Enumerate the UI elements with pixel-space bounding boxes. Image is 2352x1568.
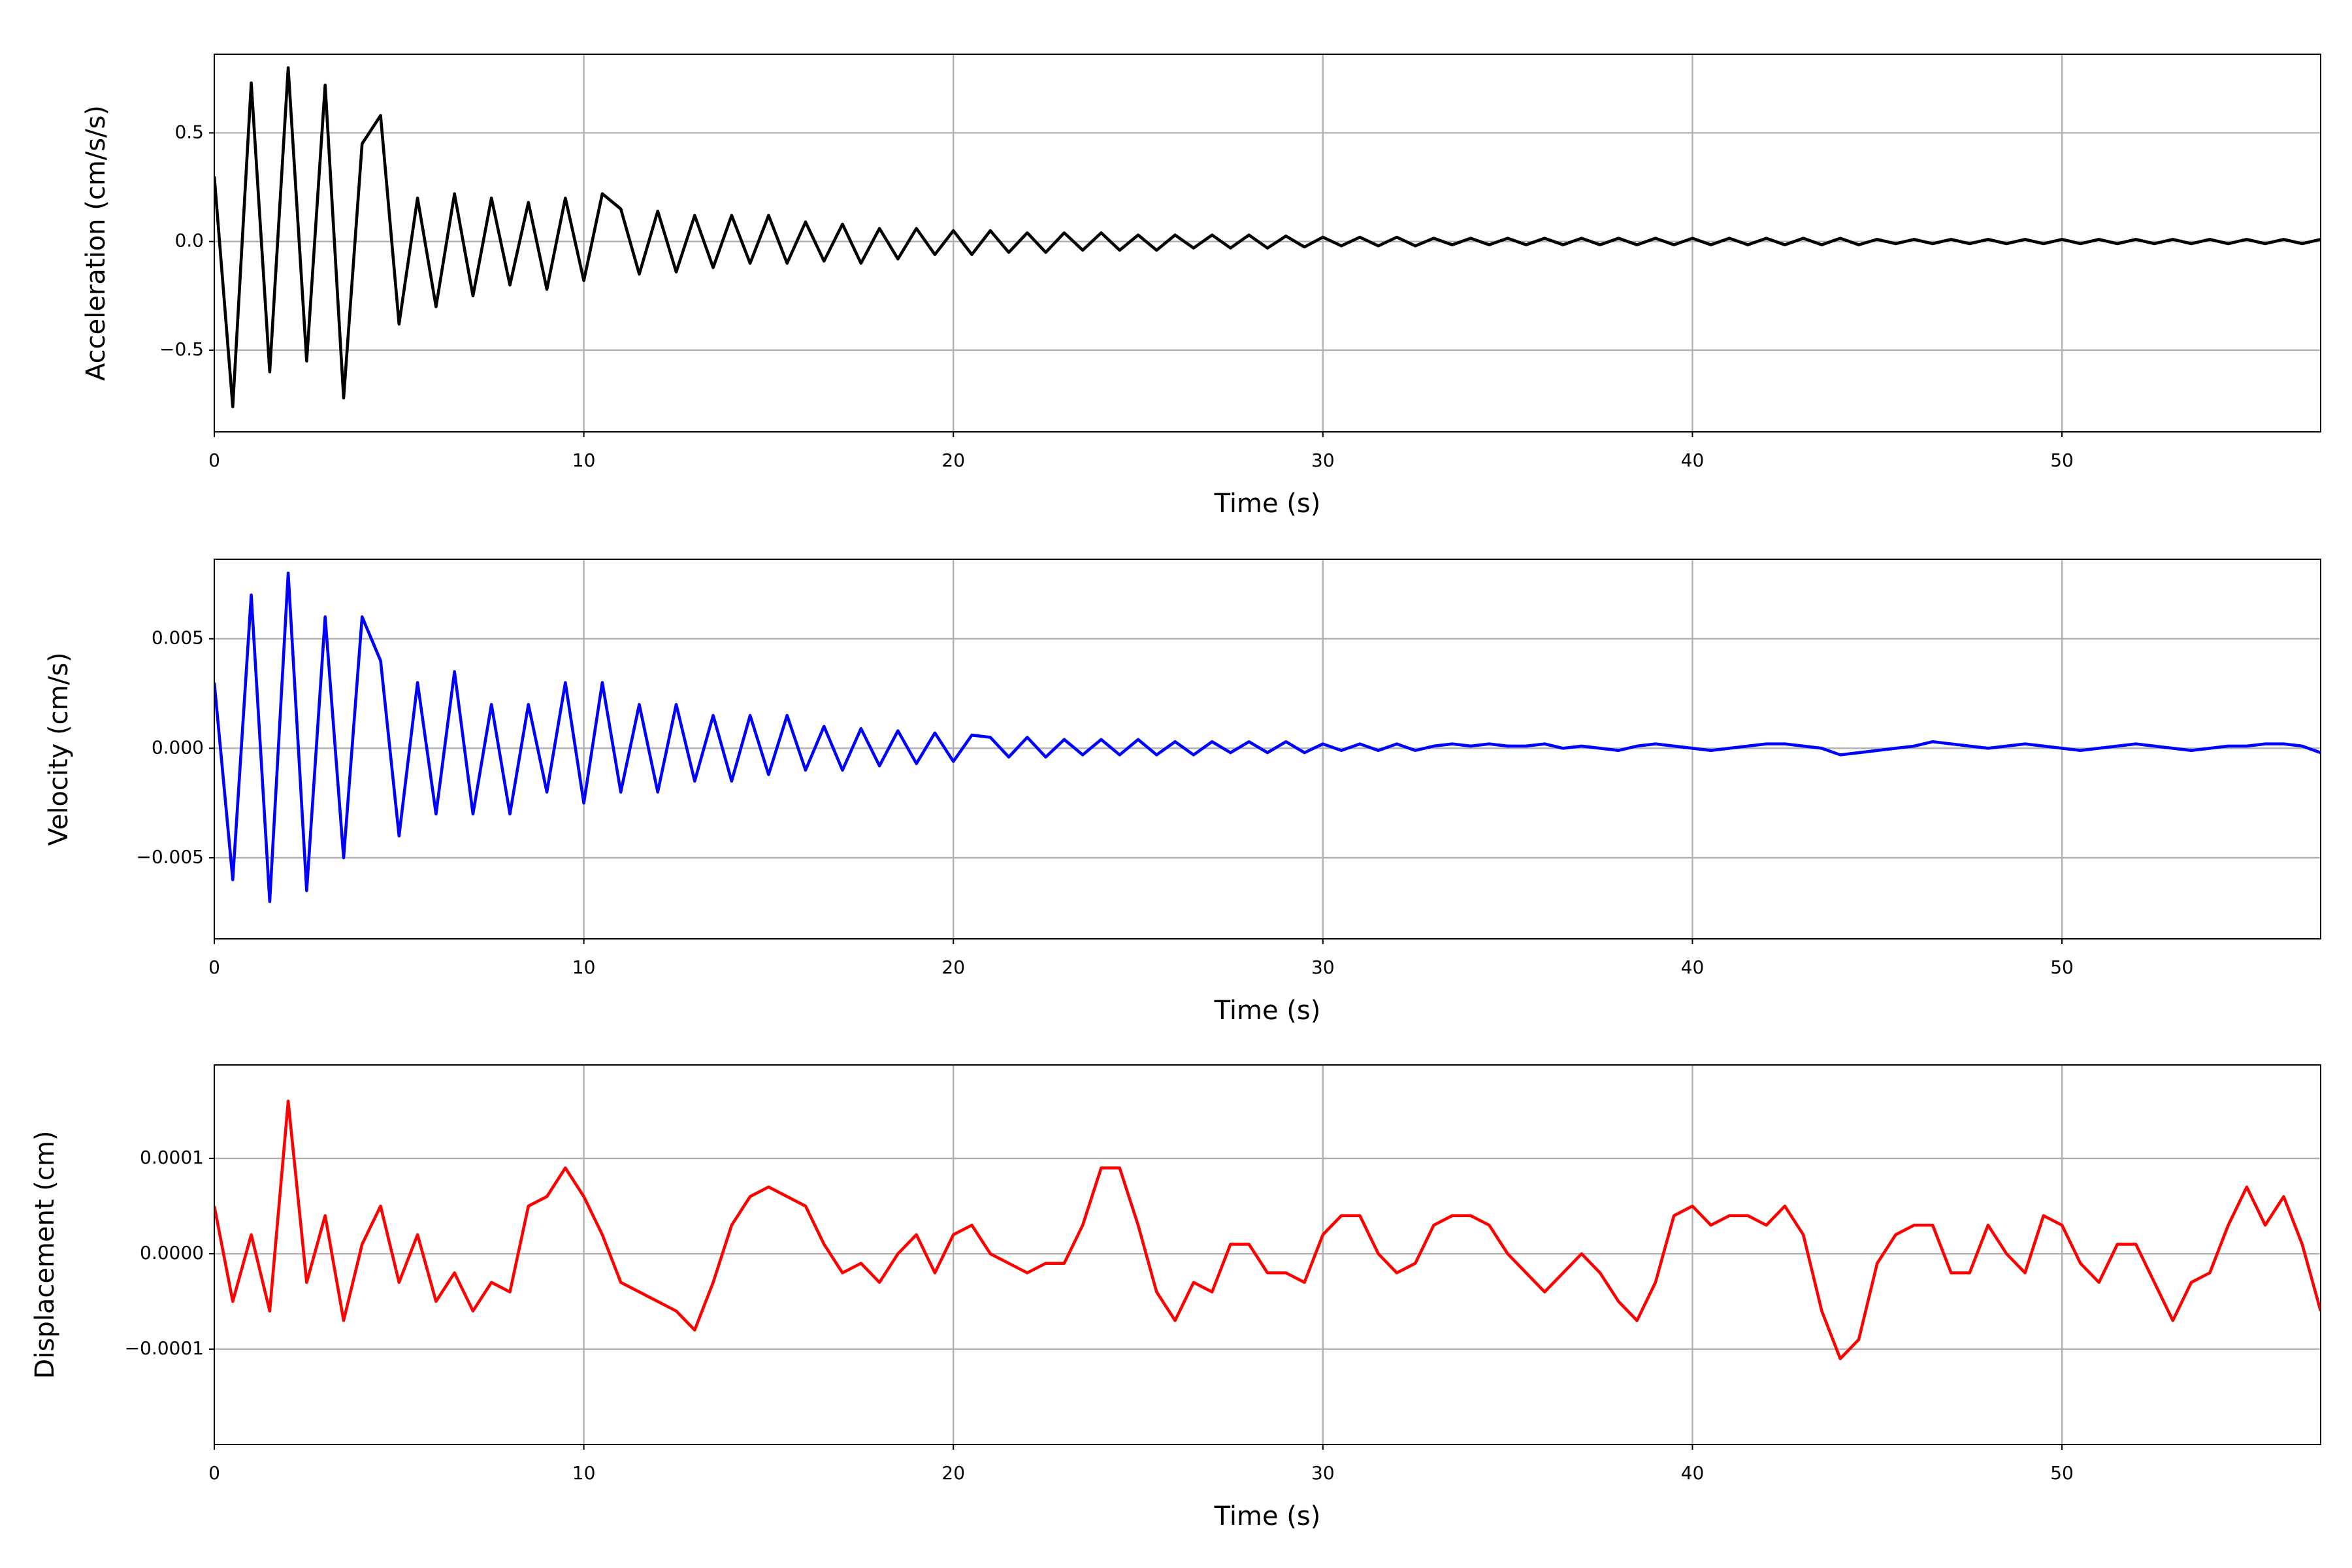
x-tick-label: 50 [2050,449,2074,471]
x-tick-label: 20 [941,1462,965,1484]
y-tick-label: 0.000 [152,736,204,758]
x-tick-label: 30 [1311,449,1335,471]
x-tick-label: 20 [941,449,965,471]
x-tick-label: 0 [208,449,220,471]
x-axis-label: Time (s) [1214,996,1321,1026]
axes-frame [214,1064,2321,1445]
axes-frame [214,559,2321,939]
x-tick-label: 10 [572,956,596,978]
x-tick-label: 30 [1311,956,1335,978]
y-tick-label: −0.0001 [125,1337,204,1359]
data-line [214,1100,2321,1360]
y-tick-label: 0.0001 [140,1147,204,1168]
plot-area [214,571,2321,904]
y-tick-label: −0.005 [136,846,204,868]
y-axis-label: Velocity (cm/s) [44,652,74,845]
x-tick-label: 0 [208,1462,220,1484]
plot-area [214,1100,2321,1360]
data-line [214,66,2321,408]
x-tick-label: 50 [2050,956,2074,978]
x-tick-label: 0 [208,956,220,978]
x-axis-label: Time (s) [1214,489,1321,519]
x-tick-label: 40 [1681,956,1705,978]
y-tick-label: 0.0 [174,230,204,252]
x-axis-label: Time (s) [1214,1501,1321,1531]
y-tick-label: −0.5 [159,338,204,360]
x-tick-label: 40 [1681,1462,1705,1484]
x-tick-label: 20 [941,956,965,978]
y-tick-label: 0.5 [174,121,204,142]
x-tick-label: 10 [572,1462,596,1484]
y-tick-label: 0.005 [152,627,204,649]
y-tick-label: 0.0000 [140,1242,204,1264]
y-axis-label: Displacement (cm) [30,1131,60,1379]
plot-area [214,66,2321,408]
x-tick-label: 50 [2050,1462,2074,1484]
x-tick-label: 40 [1681,449,1705,471]
axes-frame [214,54,2321,433]
x-tick-label: 30 [1311,1462,1335,1484]
data-line [214,571,2321,904]
x-tick-label: 10 [572,449,596,471]
y-axis-label: Acceleration (cm/s/s) [81,105,111,381]
